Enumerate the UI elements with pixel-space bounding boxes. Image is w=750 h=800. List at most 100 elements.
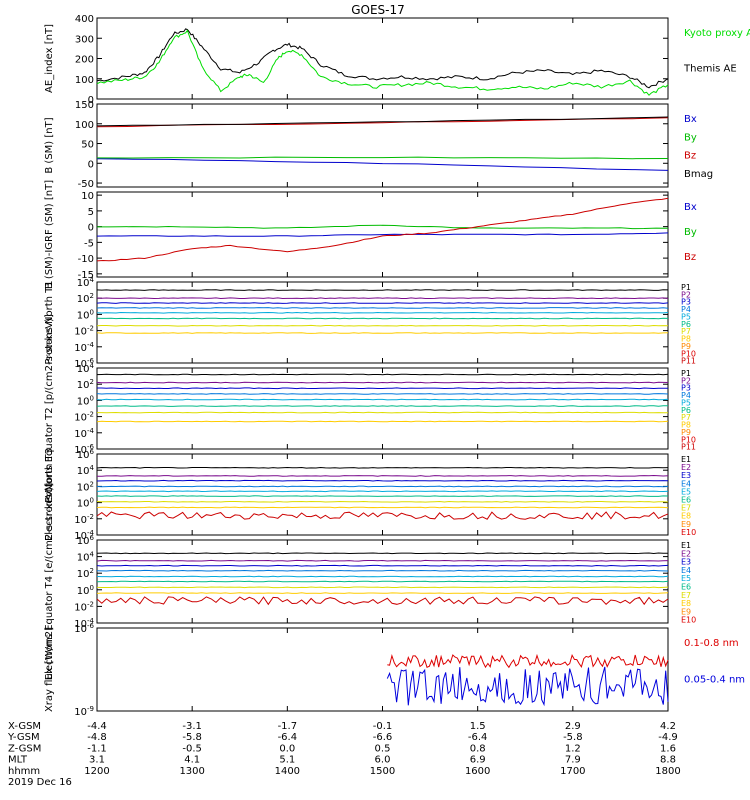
ephemeris-footer: X-GSM -4.4 -3.1 -1.7 -0.1 1.5 2.9 4.2Y-GSM -4.8-… [7, 721, 681, 788]
legend-label: P10 [681, 349, 696, 358]
y-tick-exponent: 0 [90, 394, 94, 402]
series-line-e10 [96, 511, 669, 521]
y-tick-label: 10-2 [74, 600, 94, 613]
legend-label: P1 [681, 283, 691, 292]
y-tick-exponent: 4 [90, 362, 95, 370]
y-tick-label: 10-2 [74, 325, 94, 338]
y-tick-label: 104 [77, 551, 95, 564]
ephemeris-value: -1.1 [87, 743, 107, 754]
legend-label: E7 [681, 504, 691, 513]
legend-label: E4 [681, 566, 691, 575]
ephemeris-value: 1800 [655, 766, 680, 777]
ephemeris-value: 4.2 [660, 721, 676, 732]
series-line-p6 [96, 317, 669, 320]
ephemeris-row-label: hhmm [8, 766, 40, 777]
series-line-e5 [96, 490, 669, 493]
legend-label: P3 [681, 384, 691, 393]
ephemeris-row-label: MLT [8, 755, 28, 766]
series-line-e6 [96, 580, 669, 583]
y-tick-label: 102 [77, 567, 94, 580]
ephemeris-value: 0.8 [470, 743, 486, 754]
y-axis-label: B (SM) [nT] [44, 117, 55, 173]
y-tick-label: 0 [88, 223, 94, 234]
legend-label: P7 [681, 413, 691, 422]
series-line-e5 [96, 575, 669, 578]
series-line-e7 [96, 500, 669, 503]
y-tick-exponent: -9 [87, 705, 94, 713]
legend-label: P7 [681, 327, 691, 336]
y-tick-exponent: 2 [90, 480, 94, 488]
y-tick-exponent: -6 [87, 357, 95, 365]
ephemeris-value: -5.8 [182, 732, 202, 743]
series-line-p8 [96, 420, 669, 423]
ephemeris-value: 6.0 [375, 755, 391, 766]
legend-label: By [684, 132, 697, 143]
legend-label: Bx [684, 202, 697, 213]
panel-xray: 10-9 10-6 Xray flux [W/m2] 0.1-0.8 nm 0.05-0… [44, 622, 745, 718]
y-tick-label: 10-9 [74, 705, 94, 718]
ephemeris-value: 1.6 [660, 743, 676, 754]
panel-ae: 0 100 200 300 400 AE_index [nT] Kyoto proxy AE… [44, 14, 750, 106]
ephemeris-value: 0.0 [279, 743, 295, 754]
y-tick-label: 10-4 [74, 341, 94, 354]
date-label: 2019 Dec 16 [8, 777, 72, 788]
series-line-p4 [96, 393, 669, 395]
legend-label: 0.05-0.4 nm [684, 675, 745, 686]
y-tick-label: 102 [77, 480, 94, 493]
y-axis-label: AE_index [nT] [44, 24, 55, 93]
series-line-e4 [96, 569, 669, 572]
series-line-p5 [96, 398, 669, 401]
legend-label: E5 [681, 487, 691, 496]
y-tick-label: 5 [88, 207, 94, 218]
y-tick-label: 100 [77, 394, 94, 407]
y-tick-label: 100 [75, 75, 94, 86]
series-line-e3 [96, 479, 669, 482]
ephemeris-value: -1.7 [278, 721, 298, 732]
ephemeris-value: -6.6 [373, 732, 393, 743]
legend-label: 0.1-0.8 nm [684, 638, 739, 649]
series-line-e2 [96, 559, 669, 562]
series-line-p3 [97, 387, 669, 390]
panel-frame [96, 103, 669, 188]
ephemeris-value: -0.1 [373, 721, 393, 732]
y-tick-label: 104 [77, 464, 95, 477]
ephemeris-value: 6.9 [470, 755, 486, 766]
legend-label: Bmag [684, 169, 713, 180]
series-line-bmag [96, 116, 669, 127]
legend-label: P8 [681, 421, 691, 430]
legend-label: E3 [681, 558, 691, 567]
y-axis-label: B (SM)-IGRF (SM) [nT] [44, 180, 55, 289]
ephemeris-value: 1600 [465, 766, 490, 777]
legend-label: P9 [681, 342, 691, 351]
ephemeris-value: -6.4 [278, 732, 298, 743]
legend-label: P9 [681, 428, 691, 437]
ephemeris-value: 1.2 [565, 743, 581, 754]
series-line-e8 [96, 592, 669, 595]
series-line-by [96, 156, 669, 160]
y-tick-label: 100 [75, 120, 94, 131]
legend-label: E2 [681, 463, 691, 472]
legend-label: E10 [681, 528, 696, 537]
y-tick-exponent: 6 [90, 448, 95, 456]
series-line-bz [96, 197, 669, 262]
legend-label: E8 [681, 599, 691, 608]
y-tick-label: 0 [88, 95, 94, 106]
legend-label: By [684, 227, 697, 238]
legend-label: Bx [684, 114, 697, 125]
y-tick-label: -10 [78, 254, 94, 265]
series-line-p8 [96, 332, 669, 334]
ephemeris-value: -3.1 [182, 721, 202, 732]
legend-label: E9 [681, 607, 691, 616]
y-tick-exponent: -4 [87, 617, 95, 625]
legend-label: Kyoto proxy AE [684, 28, 750, 39]
ephemeris-value: 1500 [370, 766, 395, 777]
y-axis-label: Protons North T1 [44, 280, 55, 364]
series-line-0-05-0-4-nm [386, 666, 669, 707]
series-line-e7 [96, 586, 669, 589]
legend-label: P6 [681, 320, 691, 329]
y-tick-label: 102 [77, 292, 94, 305]
y-tick-label: 400 [75, 14, 94, 25]
y-tick-label: 106 [77, 448, 95, 461]
